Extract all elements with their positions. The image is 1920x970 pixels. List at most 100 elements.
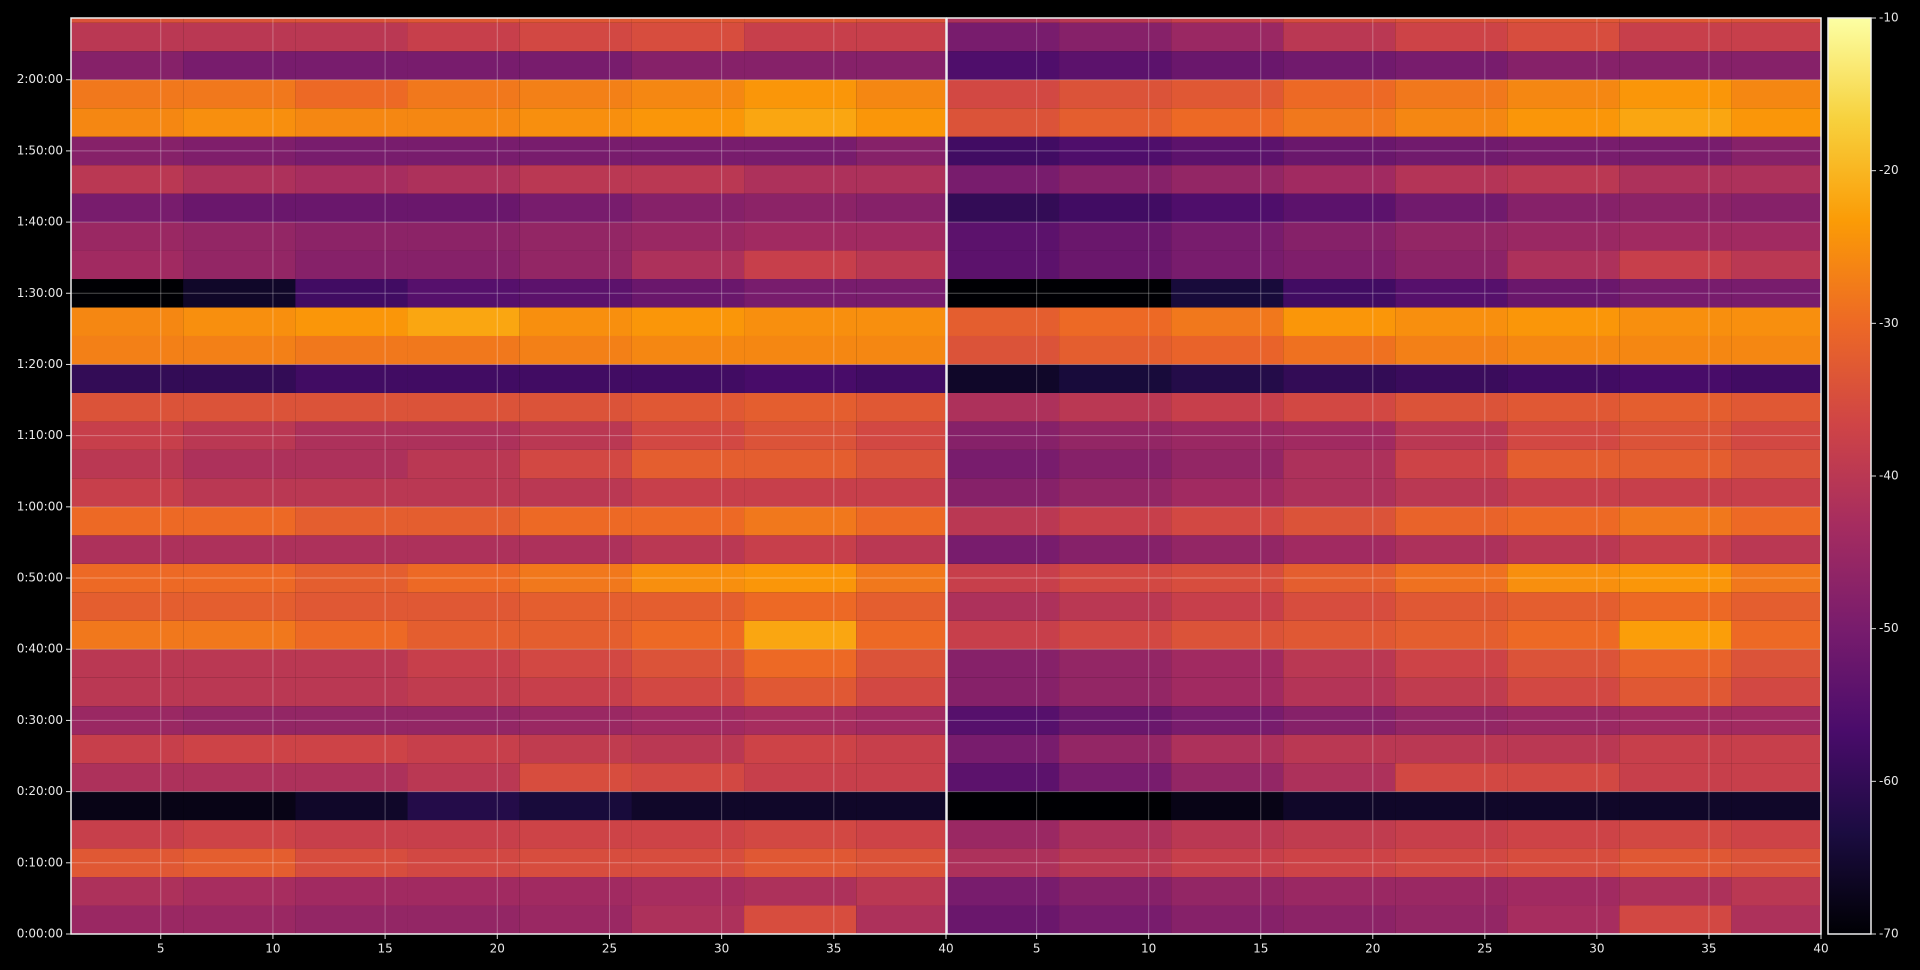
heatmap-cell: [1283, 535, 1396, 564]
heatmap-cell: [744, 392, 857, 422]
heatmap-cell: [71, 22, 184, 52]
heatmap-cell: [1059, 791, 1172, 821]
heatmap-cell: [1619, 763, 1732, 792]
heatmap-cell: [1507, 335, 1620, 365]
heatmap-cell: [1283, 563, 1396, 593]
heatmap-cell: [856, 506, 946, 536]
heatmap-cell: [947, 222, 1060, 251]
heatmap-cell: [519, 79, 632, 109]
heatmap-cell: [1731, 820, 1821, 849]
heatmap-cell: [71, 506, 184, 536]
heatmap-cell: [1395, 392, 1508, 422]
heatmap-cell: [1619, 592, 1732, 621]
heatmap-cell: [1059, 79, 1172, 109]
heatmap-cell: [1619, 877, 1732, 906]
heatmap-cell: [744, 307, 857, 336]
heatmap-cell: [947, 79, 1060, 109]
heatmap-cell: [1395, 706, 1508, 735]
heatmap-cell: [1507, 22, 1620, 52]
heatmap-cell: [407, 706, 520, 735]
heatmap-cell: [1283, 820, 1396, 849]
heatmap-cell: [183, 763, 296, 792]
heatmap-cell: [295, 307, 408, 336]
heatmap-cell: [295, 193, 408, 223]
heatmap-cell: [407, 535, 520, 564]
heatmap-cell: [631, 649, 745, 678]
heatmap-cell: [1507, 820, 1620, 849]
heatmap-cell: [1507, 279, 1620, 308]
heatmap-cell: [1619, 136, 1732, 166]
heatmap-cell: [1395, 791, 1508, 821]
heatmap-cell: [519, 478, 632, 507]
heatmap-cell: [856, 763, 946, 792]
heatmap-cell: [1619, 79, 1732, 109]
heatmap-cell: [183, 706, 296, 735]
heatmap-cell: [295, 478, 408, 507]
heatmap-cell: [744, 734, 857, 764]
heatmap-cell: [71, 706, 184, 735]
heatmap-cell: [295, 222, 408, 251]
heatmap-cell: [1507, 506, 1620, 536]
heatmap-cell: [1395, 563, 1508, 593]
heatmap-cell: [1619, 449, 1732, 479]
heatmap-cell: [71, 108, 184, 137]
heatmap-cell: [1283, 108, 1396, 137]
heatmap-cell: [519, 506, 632, 536]
heatmap-cell: [631, 136, 745, 166]
heatmap-cell: [1395, 193, 1508, 223]
heatmap-cell: [183, 478, 296, 507]
heatmap-cell: [1059, 592, 1172, 621]
heatmap-cell: [1619, 279, 1732, 308]
heatmap-cell: [1395, 592, 1508, 621]
heatmap-cell: [1395, 165, 1508, 194]
heatmap-cell: [631, 506, 745, 536]
heatmap-cell: [295, 51, 408, 80]
heatmap-cell: [183, 848, 296, 878]
heatmap-cell: [295, 763, 408, 792]
heatmap-cell: [1731, 307, 1821, 336]
heatmap-cell: [856, 706, 946, 735]
heatmap-cell: [1283, 18, 1396, 23]
heatmap-cell: [71, 848, 184, 878]
heatmap-cell: [947, 848, 1060, 878]
heatmap-cell: [631, 563, 745, 593]
y-tick-label: 0:00:00: [17, 927, 63, 941]
heatmap-cell: [407, 222, 520, 251]
heatmap-cell: [71, 222, 184, 251]
heatmap-cell: [1619, 620, 1732, 650]
heatmap-cell: [744, 449, 857, 479]
x-tick-label: 25: [602, 942, 617, 956]
x-tick-label: 5: [1033, 942, 1041, 956]
heatmap-cell: [947, 364, 1060, 393]
heatmap-cell: [519, 791, 632, 821]
heatmap-cell: [519, 620, 632, 650]
heatmap-cell: [1059, 279, 1172, 308]
heatmap-cell: [295, 535, 408, 564]
x-tick-label: 30: [714, 942, 729, 956]
heatmap-cell: [1059, 506, 1172, 536]
y-tick-label: 0:40:00: [17, 642, 63, 656]
heatmap-cell: [856, 649, 946, 678]
heatmap-cell: [1507, 535, 1620, 564]
heatmap-cell: [295, 136, 408, 166]
x-tick-label: 15: [1253, 942, 1268, 956]
heatmap-cell: [1731, 136, 1821, 166]
x-tick-label: 5: [157, 942, 165, 956]
heatmap-cell: [1619, 335, 1732, 365]
heatmap-cell: [744, 193, 857, 223]
heatmap-cell: [1171, 592, 1284, 621]
heatmap-cell: [295, 649, 408, 678]
heatmap-cell: [631, 535, 745, 564]
y-tick-label: 0:30:00: [17, 713, 63, 727]
heatmap-cell: [1283, 791, 1396, 821]
heatmap-cell: [1059, 649, 1172, 678]
heatmap-cell: [856, 307, 946, 336]
heatmap-cell: [1507, 364, 1620, 393]
heatmap-cell: [856, 22, 946, 52]
heatmap-cell: [183, 18, 296, 23]
heatmap-cell: [183, 193, 296, 223]
heatmap-cell: [183, 592, 296, 621]
heatmap-cell: [407, 449, 520, 479]
heatmap-cell: [1731, 79, 1821, 109]
heatmap-cell: [1059, 848, 1172, 878]
